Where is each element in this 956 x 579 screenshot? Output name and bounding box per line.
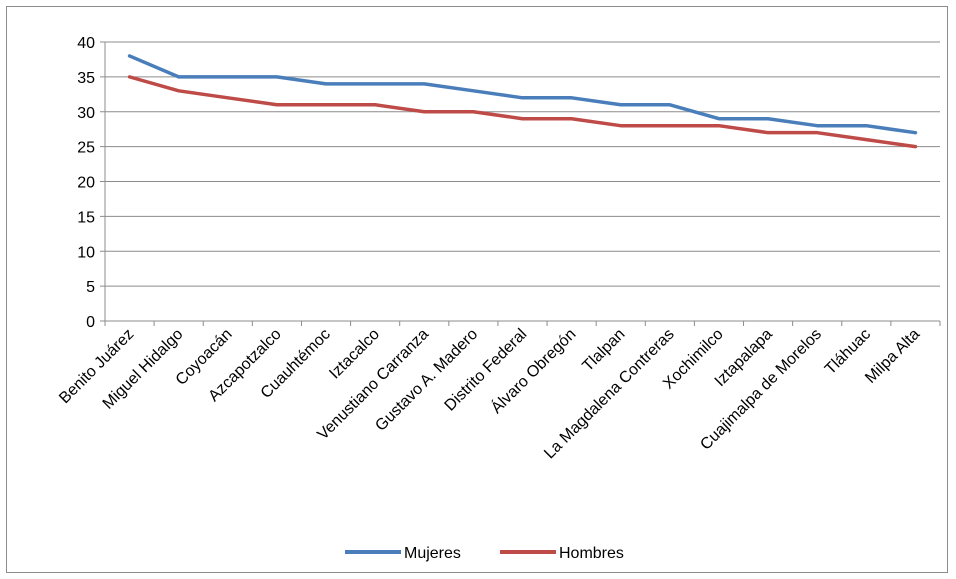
y-tick-label: 5 <box>86 279 95 296</box>
data-point-mujeres <box>275 75 279 79</box>
y-tick-label: 0 <box>86 314 95 331</box>
data-point-mujeres <box>324 82 328 86</box>
data-point-mujeres <box>177 75 181 79</box>
data-point-hombres <box>471 110 475 114</box>
data-point-mujeres <box>471 89 475 93</box>
y-tick-label: 25 <box>77 140 95 157</box>
y-tick-label: 30 <box>77 105 95 122</box>
series-line-mujeres <box>127 54 918 135</box>
data-point-hombres <box>619 124 623 128</box>
y-tick-label: 20 <box>77 175 95 192</box>
x-tick-label: Álvaro Obregón <box>487 324 580 417</box>
x-tick-label: Tlalpan <box>579 326 628 375</box>
data-point-hombres <box>570 117 574 121</box>
data-point-hombres <box>324 103 328 107</box>
data-point-hombres <box>275 103 279 107</box>
data-point-hombres <box>373 103 377 107</box>
data-point-mujeres <box>864 124 868 128</box>
legend: Mujeres Hombres <box>345 545 624 562</box>
data-point-hombres <box>521 117 525 121</box>
axes <box>100 41 941 326</box>
data-point-hombres <box>422 110 426 114</box>
data-point-mujeres <box>717 117 721 121</box>
data-point-mujeres <box>815 124 819 128</box>
data-point-mujeres <box>619 103 623 107</box>
data-point-mujeres <box>422 82 426 86</box>
gridlines <box>105 41 940 287</box>
data-point-mujeres <box>766 117 770 121</box>
y-tick-label: 35 <box>77 70 95 87</box>
data-point-mujeres <box>521 96 525 100</box>
data-point-hombres <box>913 145 917 149</box>
data-point-mujeres <box>373 82 377 86</box>
legend-label-mujeres: Mujeres <box>404 545 461 562</box>
series-line-hombres <box>127 75 918 149</box>
series-lines <box>127 54 918 149</box>
y-tick-labels: 0 5 10 15 20 25 30 35 40 <box>77 35 95 331</box>
y-tick-label: 40 <box>77 35 95 52</box>
chart-frame <box>6 6 948 573</box>
data-point-hombres <box>668 124 672 128</box>
data-point-mujeres <box>668 103 672 107</box>
y-tick-label: 15 <box>77 209 95 226</box>
data-point-hombres <box>717 124 721 128</box>
data-point-hombres <box>177 89 181 93</box>
data-point-hombres <box>815 131 819 135</box>
legend-label-hombres: Hombres <box>559 545 624 562</box>
x-tick-label: Milpa Alta <box>862 326 923 387</box>
data-point-mujeres <box>913 131 917 135</box>
data-point-hombres <box>864 138 868 142</box>
data-point-mujeres <box>226 75 230 79</box>
data-point-hombres <box>766 131 770 135</box>
data-point-mujeres <box>128 54 132 58</box>
y-tick-label: 10 <box>77 244 95 261</box>
data-point-mujeres <box>570 96 574 100</box>
data-point-hombres <box>128 75 132 79</box>
data-point-hombres <box>226 96 230 100</box>
